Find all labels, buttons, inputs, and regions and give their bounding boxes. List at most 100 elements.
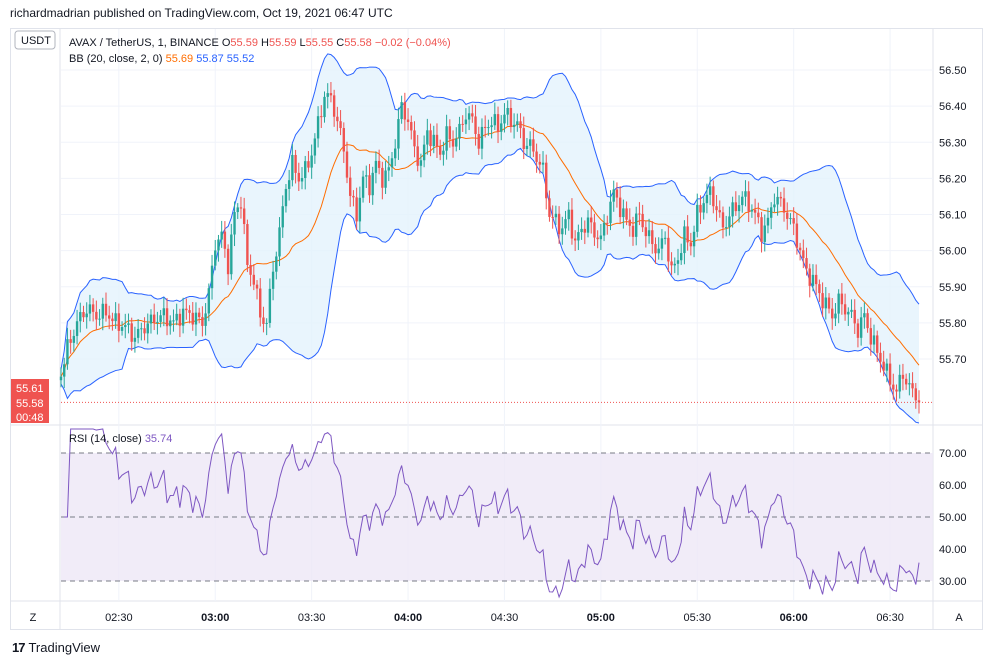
candle-body: [509, 107, 513, 127]
candle-body: [895, 389, 898, 392]
tradingview-logo: 17 TradingView: [12, 640, 100, 655]
candle-body: [705, 194, 709, 204]
candle-body: [644, 227, 648, 237]
candle-body: [400, 102, 403, 120]
rsi-axis-label-70.00: 70.00: [939, 448, 967, 460]
candle-body: [628, 219, 631, 226]
candle-body: [532, 139, 535, 152]
candle-body: [265, 322, 268, 324]
candle-body: [162, 308, 166, 316]
candle-body: [464, 119, 468, 125]
candle-body: [917, 400, 921, 403]
candle-body: [201, 317, 204, 326]
candle-body: [798, 247, 802, 251]
candle-body: [612, 189, 615, 202]
candle-body: [259, 288, 262, 318]
candle-body: [445, 126, 448, 151]
candle-body: [689, 242, 693, 247]
candle-body: [374, 160, 378, 173]
candles-group: [59, 82, 921, 414]
candle-body: [316, 116, 320, 139]
candle-body: [522, 128, 525, 149]
currency-button[interactable]: USDT: [14, 30, 56, 50]
candle-body: [307, 161, 310, 168]
candle-body: [120, 327, 124, 331]
candle-body: [647, 230, 651, 237]
candle-body: [387, 167, 390, 171]
candle-body: [586, 217, 590, 233]
candle-body: [635, 213, 638, 237]
candle-body: [660, 238, 664, 249]
candle-body: [731, 202, 734, 217]
candle-body: [564, 219, 567, 229]
candle-body: [876, 335, 879, 353]
candle-body: [210, 265, 214, 289]
candle-body: [152, 314, 156, 323]
candle-body: [451, 139, 455, 147]
candle-body: [789, 218, 792, 220]
candle-body: [622, 208, 625, 218]
rsi-legend-label: RSI (14, close): [69, 433, 145, 445]
rsi-axis-label-40.00: 40.00: [939, 544, 967, 556]
chart-frame[interactable]: 56.50 56.40 56.30 56.20 56.10 56.00 55.90 55.80…: [10, 28, 983, 630]
candle-body: [194, 312, 198, 325]
time-axis-label-05:30: 05:30: [684, 612, 712, 624]
candle-body: [422, 144, 426, 161]
candle-body: [239, 207, 243, 209]
candle-body: [172, 320, 175, 322]
candle-body: [323, 96, 326, 118]
candle-body: [827, 297, 831, 309]
candle-body: [503, 114, 506, 124]
time-axis-label-05:00: 05:00: [587, 612, 615, 624]
candle-body: [130, 323, 133, 342]
candle-body: [480, 126, 484, 149]
candle-body: [262, 317, 265, 324]
candle-body: [284, 188, 288, 207]
candle-body: [580, 228, 583, 233]
legend-bb-label: BB (20, close, 2, 0): [69, 53, 166, 65]
auto-scale-button-label: A: [955, 612, 963, 624]
candle-body: [728, 216, 731, 228]
candle-body: [593, 222, 596, 238]
legend-line-2: BB (20, close, 2, 0) 55.69 55.87 55.52: [69, 53, 254, 65]
candle-body: [217, 239, 220, 251]
candle-body: [178, 313, 182, 326]
candle-body: [310, 155, 313, 168]
candle-body: [448, 126, 452, 140]
price-axis-label-55.70: 55.70: [939, 354, 967, 366]
candle-body: [487, 127, 490, 129]
candle-body: [773, 204, 776, 208]
chart-canvas[interactable]: 56.50 56.40 56.30 56.20 56.10 56.00 55.90 55.80…: [11, 29, 982, 629]
price-axis-label-56.10: 56.10: [939, 210, 967, 222]
candle-body: [696, 204, 699, 232]
candle-body: [516, 121, 519, 125]
candle-body: [596, 237, 599, 240]
candle-body: [760, 217, 763, 242]
candle-body: [246, 224, 249, 265]
candle-body: [255, 284, 259, 289]
candle-body: [554, 213, 558, 218]
legend-l-label: L: [300, 37, 306, 49]
auto-scale-button[interactable]: A: [955, 612, 963, 624]
candle-body: [91, 304, 95, 312]
candle-body: [792, 218, 795, 224]
candle-body: [345, 151, 349, 178]
candle-body: [394, 148, 397, 159]
candle-body: [811, 274, 815, 286]
zoom-button[interactable]: Z: [30, 612, 37, 624]
candle-body: [680, 253, 683, 261]
candle-body: [500, 123, 503, 132]
candle-body: [104, 303, 108, 316]
currency-button-label: USDT: [21, 35, 51, 47]
candle-body: [506, 107, 509, 115]
candle-body: [818, 284, 821, 294]
candle-body: [181, 308, 185, 326]
candle-body: [127, 323, 130, 326]
candle-body: [117, 313, 121, 331]
candle-body: [885, 363, 889, 371]
candle-body: [249, 264, 252, 275]
candle-body: [856, 323, 860, 338]
price-axis-label-56.50: 56.50: [939, 65, 967, 77]
time-axis-label-03:00: 03:00: [201, 612, 229, 624]
candle-body: [294, 154, 297, 173]
